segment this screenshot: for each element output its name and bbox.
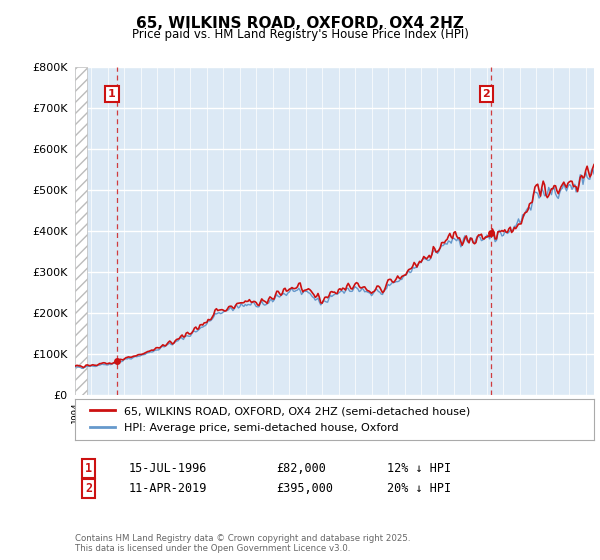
Text: Price paid vs. HM Land Registry's House Price Index (HPI): Price paid vs. HM Land Registry's House … <box>131 28 469 41</box>
Text: 65, WILKINS ROAD, OXFORD, OX4 2HZ: 65, WILKINS ROAD, OXFORD, OX4 2HZ <box>136 16 464 31</box>
Legend: 65, WILKINS ROAD, OXFORD, OX4 2HZ (semi-detached house), HPI: Average price, sem: 65, WILKINS ROAD, OXFORD, OX4 2HZ (semi-… <box>86 402 474 437</box>
Text: 20% ↓ HPI: 20% ↓ HPI <box>387 482 451 496</box>
Text: 15-JUL-1996: 15-JUL-1996 <box>129 462 208 475</box>
Text: 1: 1 <box>108 89 116 99</box>
Text: 11-APR-2019: 11-APR-2019 <box>129 482 208 496</box>
Text: 1: 1 <box>85 462 92 475</box>
Text: 2: 2 <box>482 89 490 99</box>
Text: £395,000: £395,000 <box>276 482 333 496</box>
Text: Contains HM Land Registry data © Crown copyright and database right 2025.
This d: Contains HM Land Registry data © Crown c… <box>75 534 410 553</box>
Text: 12% ↓ HPI: 12% ↓ HPI <box>387 462 451 475</box>
Text: £82,000: £82,000 <box>276 462 326 475</box>
Text: 2: 2 <box>85 482 92 496</box>
